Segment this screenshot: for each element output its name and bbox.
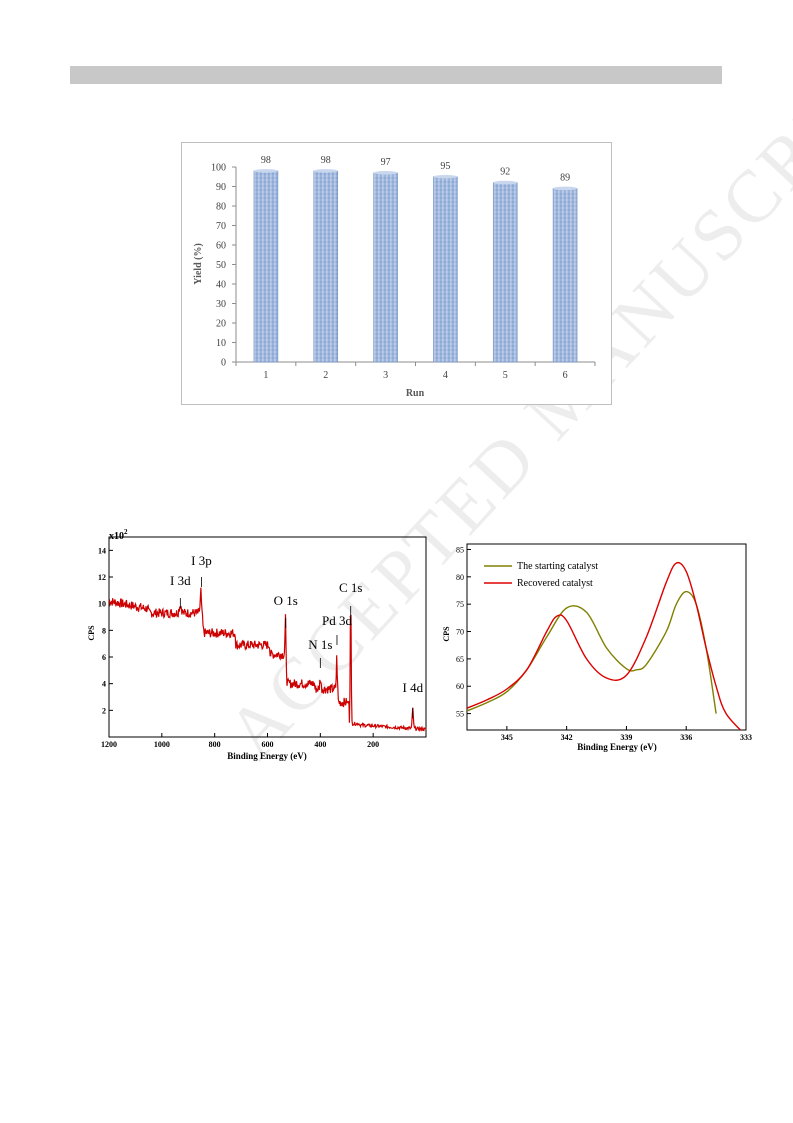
survey-y-tick-label: 2 [102, 706, 106, 715]
bar-y-tick-label: 30 [216, 299, 226, 310]
survey-annotation-label: I 3d [170, 573, 191, 588]
survey-annotation-label: N 1s [308, 637, 332, 652]
pd-y-tick-label: 85 [456, 545, 464, 554]
bar-data-label: 97 [381, 157, 391, 168]
pd-axes: 55 60 65 70 75 80 85 345 342 339 336 333 [456, 543, 752, 742]
survey-x-tick-label: 200 [367, 740, 379, 749]
xps-pd3d-chart: 55 60 65 70 75 80 85 345 342 339 336 333 The starti… [442, 543, 752, 752]
bar-y-tick-label: 50 [216, 260, 226, 271]
survey-annotation-label: O 1s [274, 593, 298, 608]
pd-x-tick-label: 345 [501, 733, 513, 742]
bar-2 [313, 170, 339, 363]
pd-x-tick-label: 342 [561, 733, 573, 742]
survey-axes: 2 4 6 8 10 12 14 1200 1000 800 600 400 200 [98, 536, 427, 749]
bar-y-tick-label: 20 [216, 319, 226, 330]
survey-x-tick-label: 400 [314, 740, 326, 749]
bar-y-tick-label: 70 [216, 221, 226, 232]
survey-multiplier: x102 [109, 528, 128, 542]
legend-label-starting: The starting catalyst [517, 561, 598, 572]
bar-cap-4 [433, 174, 458, 179]
survey-y-tick-label: 8 [102, 626, 106, 635]
survey-annotation-label: I 3p [191, 553, 212, 568]
bar-y-tick-label: 0 [221, 358, 226, 369]
pd-plot-frame [466, 543, 747, 731]
bar-x-tick-label: 3 [383, 370, 388, 381]
bar-y-tick-label: 100 [211, 163, 226, 174]
bar-data-label: 98 [321, 155, 331, 166]
pd-x-axis-label: Binding Energy (eV) [577, 742, 657, 752]
pd-series-line-0 [467, 590, 717, 714]
bar-y-axis-label: Yield (%) [193, 243, 204, 285]
survey-y-tick-label: 4 [102, 680, 106, 689]
legend-label-recovered: Recovered catalyst [517, 578, 593, 589]
pd-y-tick-label: 80 [456, 573, 464, 582]
bar-4 [433, 176, 458, 363]
pd-y-tick-label: 75 [456, 600, 464, 609]
bar-cap-2 [313, 169, 338, 173]
survey-spectrum-line [108, 587, 427, 732]
bar-data-label: 92 [500, 167, 510, 178]
pd-y-tick-label: 55 [456, 710, 464, 719]
pd-series-line-1 [467, 561, 742, 730]
bar-x-tick-label: 6 [563, 370, 568, 381]
bar-cap-5 [493, 180, 518, 185]
bar-axes: 0 10 20 30 40 50 60 70 80 90 100 [211, 163, 596, 369]
bar-y-tick-label: 40 [216, 280, 226, 291]
bar-chart: 0 10 20 30 40 50 60 70 80 90 100 98 1 98 2 97 3 95 4 92 5 89… [193, 155, 596, 399]
bar-x-tick-label: 1 [263, 370, 268, 381]
survey-annotation-label: Pd 3d [322, 613, 352, 628]
bar-data-label: 89 [560, 172, 570, 183]
bar-x-tick-label: 2 [323, 370, 328, 381]
pd-legend: The starting catalyst Recovered catalyst [484, 561, 598, 589]
survey-x-tick-label: 1000 [154, 740, 170, 749]
pd-y-tick-label: 60 [456, 682, 464, 691]
pd-x-tick-label: 333 [740, 733, 752, 742]
bar-6 [552, 188, 578, 363]
survey-y-tick-label: 6 [102, 653, 106, 662]
survey-y-tick-label: 10 [98, 600, 106, 609]
survey-x-tick-label: 800 [209, 740, 221, 749]
bar-1 [253, 170, 279, 363]
bar-x-tick-label: 5 [503, 370, 508, 381]
pd-y-tick-label: 65 [456, 655, 464, 664]
survey-y-axis-label: CPS [87, 625, 96, 641]
bar-x-axis-label: Run [406, 388, 425, 399]
pd-y-axis-label: CPS [442, 626, 451, 642]
survey-y-tick-label: 14 [98, 546, 106, 555]
survey-y-tick-label: 12 [98, 573, 106, 582]
survey-x-tick-label: 1200 [101, 740, 117, 749]
bar-cap-6 [553, 186, 578, 191]
bar-cap-3 [373, 171, 398, 175]
bar-5 [492, 182, 518, 363]
pd-x-tick-label: 339 [620, 733, 632, 742]
xps-survey-chart: 2 4 6 8 10 12 14 1200 1000 800 600 400 200 I 3dI 3p O… [87, 528, 427, 761]
bar-3 [373, 172, 398, 363]
survey-annotation-label: C 1s [339, 580, 362, 595]
bar-x-tick-label: 4 [443, 370, 448, 381]
survey-x-axis-label: Binding Energy (eV) [227, 751, 307, 761]
survey-peak-annotations: I 3dI 3p O 1s N 1s Pd 3d C 1s I 4d [170, 553, 424, 718]
pd-series-lines [467, 561, 742, 730]
pd-x-tick-label: 336 [680, 733, 692, 742]
bar-y-tick-label: 60 [216, 241, 226, 252]
bar-y-tick-label: 80 [216, 202, 226, 213]
survey-annotation-label: I 4d [402, 680, 423, 695]
bar-y-tick-label: 90 [216, 182, 226, 193]
bar-cap-1 [253, 169, 278, 173]
bar-y-tick-label: 10 [216, 338, 226, 349]
header-bar [70, 66, 722, 84]
pd-y-tick-label: 70 [456, 628, 464, 637]
bar-marks: 98 1 98 2 97 3 95 4 92 5 89 6 [253, 155, 578, 381]
bar-data-label: 95 [440, 161, 450, 172]
bar-data-label: 98 [261, 155, 271, 166]
survey-plot-frame [108, 536, 427, 738]
survey-x-tick-label: 600 [262, 740, 274, 749]
